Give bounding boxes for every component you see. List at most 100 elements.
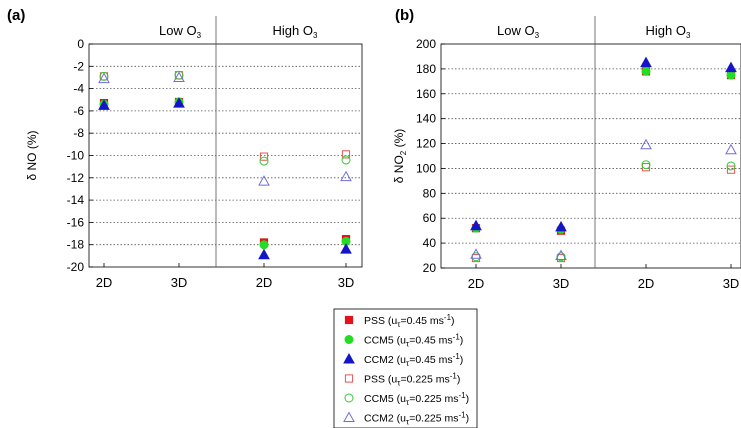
y-tick-label-part-0: 140 <box>416 112 436 126</box>
legend-marker-pss_0225 <box>344 374 354 383</box>
data-point-ccm2_045 <box>640 56 652 68</box>
y-tick-label-part-0: -20 <box>67 260 85 274</box>
x-tick-label-part-0: 3D <box>723 276 740 291</box>
legend-entry-pss_045-part-2: =0.45 ms <box>400 315 443 327</box>
legend-entry-ccm5_0225-part-2: =0.225 ms <box>409 393 458 405</box>
y-tick-label: -18 <box>67 238 85 252</box>
legend-entry-ccm2_045-part-2: =0.45 ms <box>409 354 452 366</box>
data-point-ccm5_045 <box>259 240 269 250</box>
panel-label-part-0: (b) <box>395 7 414 24</box>
legend-entry-pss_045-part-3: -1 <box>444 313 452 322</box>
y-tick-label: 200 <box>416 37 436 51</box>
legend-entry-ccm5_0225-part-3: -1 <box>459 391 467 400</box>
data-point-ccm5_0225 <box>259 156 269 166</box>
x-tick-label: 2D <box>256 275 273 290</box>
legend-entry-pss_045-part-1: τ <box>397 320 401 329</box>
panel-label-part-0: (a) <box>7 7 25 24</box>
y-tick-label-part-0: 80 <box>423 186 437 200</box>
x-tick-label-part-0: 3D <box>171 275 188 290</box>
x-tick-label: 2D <box>468 276 485 291</box>
group-label-2: High O3 <box>646 23 691 40</box>
legend-entry-ccm5_0225-part-1: τ <box>406 398 410 407</box>
y-tick-label-part-0: 40 <box>423 236 437 250</box>
y-tick-label: -10 <box>67 149 85 163</box>
group-label-1-part-1: 3 <box>535 31 540 40</box>
data-point-ccm2_045 <box>340 243 352 254</box>
data-point-ccm2_045 <box>173 97 185 108</box>
x-tick-label-part-0: 2D <box>256 275 273 290</box>
legend-entry-pss_0225-part-0: PSS (u <box>364 374 397 386</box>
legend-entry-ccm5_045-part-3: -1 <box>453 333 461 342</box>
legend-marker-ccm5_045 <box>344 335 354 344</box>
y-tick-label: 40 <box>423 236 437 250</box>
x-tick-label: 2D <box>96 275 113 290</box>
panel-label: (b) <box>395 7 414 24</box>
legend-entry-ccm2_0225-part-3: -1 <box>459 411 467 420</box>
legend-marker-ccm2_045 <box>343 352 355 364</box>
data-point-ccm2_0225 <box>555 249 567 261</box>
legend-entry-pss_0225: PSS (uτ=0.225 ms-1) <box>364 372 460 388</box>
legend-marker-ccm2_0225 <box>343 411 355 422</box>
y-tick-label-part-0: -14 <box>67 193 85 207</box>
legend-entry-ccm5_0225: CCM5 (uτ=0.225 ms-1) <box>364 391 469 407</box>
data-point-ccm2_0225 <box>98 72 110 84</box>
legend-entry-ccm5_0225-part-0: CCM5 (u <box>364 393 406 405</box>
legend-entry-ccm5_045-part-0: CCM5 (u <box>364 335 406 347</box>
group-label-2-part-1: 3 <box>686 31 691 40</box>
y-tick-label-part-0: -18 <box>67 238 85 252</box>
data-point-ccm5_0225 <box>99 71 109 81</box>
data-point-ccm2_0225 <box>640 138 652 150</box>
data-point-ccm5_0225 <box>341 155 351 165</box>
panel-label: (a) <box>7 7 25 24</box>
y-tick-label-part-0: 20 <box>423 261 437 275</box>
legend-entry-ccm2_0225: CCM2 (uτ=0.225 ms-1) <box>364 411 469 427</box>
legend-entry-ccm2_045-part-4: ) <box>460 354 464 366</box>
group-label-2: High O3 <box>273 23 318 40</box>
group-label-1: Low O3 <box>159 23 202 40</box>
y-tick-label-part-0: 180 <box>416 62 436 76</box>
data-point-ccm2_045 <box>258 248 270 260</box>
x-tick-label-part-0: 2D <box>638 276 655 291</box>
plot-frame <box>88 43 363 268</box>
x-tick-label: 3D <box>553 276 570 291</box>
y-tick-label: 180 <box>416 62 436 76</box>
y-tick-label-part-0: 120 <box>416 137 436 151</box>
group-label-1: Low O3 <box>497 23 540 40</box>
group-label-1-part-1: 3 <box>197 31 202 40</box>
data-point-ccm5_0225 <box>174 70 184 80</box>
y-tick-label: -14 <box>67 193 85 207</box>
y-axis-title: δ NO2 (%) <box>392 129 408 183</box>
legend-entry-ccm2_0225-part-4: ) <box>466 413 470 425</box>
data-point-ccm2_0225 <box>470 248 482 259</box>
y-tick-label-part-0: 0 <box>77 37 84 51</box>
legend-entry-ccm2_045-part-3: -1 <box>453 352 461 361</box>
x-tick-label-part-0: 2D <box>468 276 485 291</box>
legend-entry-pss_0225-part-4: ) <box>457 374 461 386</box>
group-label-1-part-0: Low O <box>159 23 197 38</box>
y-axis-title-part-2: (%) <box>392 129 406 151</box>
data-point-pss_0225 <box>259 152 269 161</box>
legend-box <box>333 308 478 428</box>
y-tick-label: 20 <box>423 261 437 275</box>
y-tick-label: -2 <box>73 59 84 73</box>
y-axis-title-part-0: δ NO (%) <box>25 130 39 180</box>
data-point-ccm5_045 <box>641 66 651 76</box>
legend-entry-ccm5_045-part-1: τ <box>406 340 410 349</box>
legend-entry-ccm2_0225-part-2: =0.225 ms <box>409 413 458 425</box>
y-tick-label-part-0: 200 <box>416 37 436 51</box>
group-label-2-part-1: 3 <box>313 31 318 40</box>
legend-entry-ccm2_045-part-0: CCM2 (u <box>364 354 406 366</box>
legend-entry-pss_045: PSS (uτ=0.45 ms-1) <box>364 313 455 329</box>
group-label-2-part-0: High O <box>273 23 313 38</box>
data-point-ccm2_045 <box>98 99 110 110</box>
x-tick-label: 3D <box>171 275 188 290</box>
y-axis-title-part-0: δ NO <box>392 155 406 183</box>
y-tick-label-part-0: 160 <box>416 87 436 101</box>
x-tick-label: 3D <box>723 276 740 291</box>
y-tick-label: -16 <box>67 215 85 229</box>
x-tick-label: 2D <box>638 276 655 291</box>
data-point-ccm2_0225 <box>340 170 352 182</box>
legend-entry-pss_045-part-4: ) <box>451 315 455 327</box>
